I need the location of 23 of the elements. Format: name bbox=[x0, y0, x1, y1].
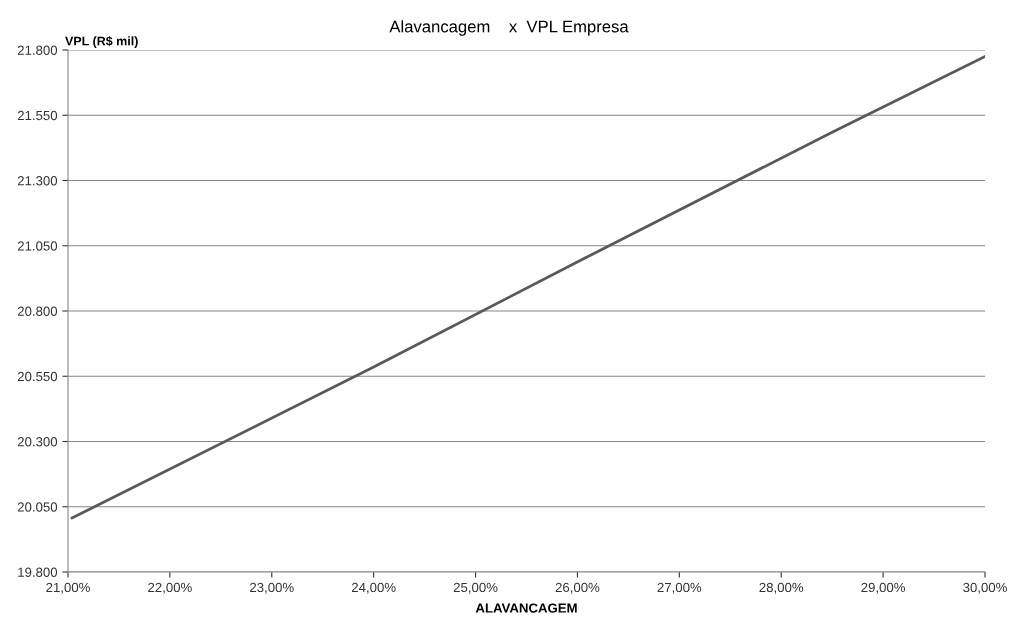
y-axis-title: VPL (R$ mil) bbox=[65, 36, 138, 48]
y-tick-label: 21.050 bbox=[17, 241, 58, 251]
y-tick-label: 20.300 bbox=[17, 437, 58, 447]
x-tick-label: 24,00% bbox=[351, 582, 396, 594]
y-tick-label: 21.300 bbox=[17, 176, 58, 186]
x-tick-label: 25,00% bbox=[453, 582, 498, 594]
x-tick-label: 21,00% bbox=[46, 582, 90, 594]
y-tick-label: 20.050 bbox=[17, 502, 58, 512]
chart-title: Alavancagem x VPL Empresa bbox=[389, 20, 629, 36]
x-tick-label: 30,00% bbox=[963, 582, 1007, 594]
x-axis-title: ALAVANCAGEM bbox=[475, 603, 577, 613]
x-tick-label: 29,00% bbox=[861, 582, 906, 594]
y-tick-label: 21.800 bbox=[17, 45, 58, 55]
line-series bbox=[70, 55, 985, 520]
y-tick-label: 19.800 bbox=[18, 567, 58, 577]
x-tick-label: 26,00% bbox=[555, 582, 600, 594]
y-tick-label: 20.550 bbox=[17, 371, 58, 382]
x-tick-label: 23,00% bbox=[250, 582, 294, 594]
y-tick-label: 21.550 bbox=[17, 110, 58, 121]
x-tick-label: 28,00% bbox=[759, 582, 804, 594]
x-tick-label: 22,00% bbox=[148, 582, 192, 594]
y-tick-label: 20.800 bbox=[17, 306, 58, 316]
x-tick-label: 27,00% bbox=[657, 582, 702, 594]
